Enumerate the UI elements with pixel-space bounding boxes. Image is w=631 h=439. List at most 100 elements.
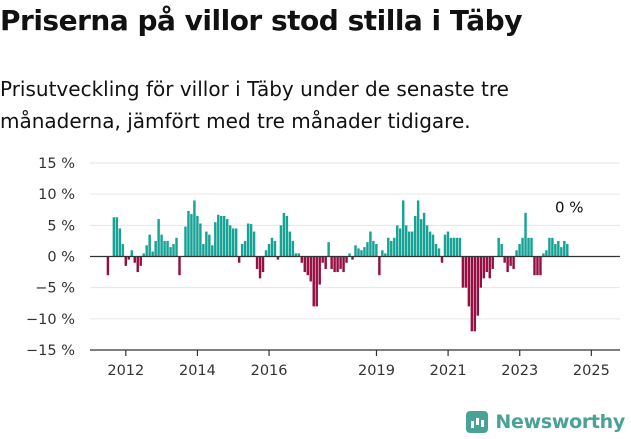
bar (360, 250, 363, 257)
bar (515, 250, 518, 257)
bar (461, 256, 465, 288)
bar (437, 248, 441, 257)
bar (142, 253, 145, 257)
bar (402, 200, 405, 257)
newsworthy-logo: Newsworthy (466, 408, 625, 436)
bar (273, 240, 277, 257)
bar (434, 244, 438, 257)
bar (243, 240, 247, 257)
x-tick-label: 2025 (573, 363, 610, 379)
bar (276, 256, 280, 260)
bar (458, 237, 462, 257)
bar (321, 256, 324, 263)
bar (303, 256, 307, 273)
bar (530, 237, 533, 257)
bar (473, 256, 477, 332)
bar (252, 231, 256, 257)
bar (369, 231, 372, 257)
bar (297, 253, 301, 257)
bar (428, 231, 432, 257)
y-tick-label: 15 % (38, 156, 75, 172)
y-tick-label: 10 % (38, 187, 75, 203)
bar (404, 225, 408, 257)
bar (372, 240, 375, 257)
bar (539, 256, 542, 276)
bar (279, 225, 283, 257)
bar (354, 245, 357, 257)
bar (482, 256, 485, 279)
bar (270, 237, 274, 257)
y-tick-label: 0 % (47, 250, 75, 266)
bar (407, 231, 411, 257)
bar (190, 214, 193, 257)
bar (375, 244, 378, 257)
bar (387, 237, 390, 257)
bar (223, 215, 226, 257)
bar (345, 256, 348, 263)
bar (509, 256, 512, 266)
bar (440, 256, 444, 263)
bar (330, 256, 333, 269)
bar (366, 242, 369, 257)
bar (560, 247, 563, 257)
bar (163, 240, 166, 257)
bar (214, 222, 217, 257)
bar-chart-icon (466, 411, 489, 433)
bar (563, 240, 566, 257)
bar (127, 256, 131, 260)
bar (554, 244, 557, 257)
bar (318, 256, 321, 285)
bar (503, 256, 506, 263)
x-tick-label: 2012 (107, 363, 144, 379)
bar (294, 253, 298, 257)
bar (309, 256, 312, 282)
bar (551, 237, 554, 257)
bar (175, 237, 178, 257)
bar (500, 244, 503, 257)
bar (240, 244, 244, 257)
bar (211, 245, 214, 257)
bar (527, 237, 530, 257)
bar (258, 256, 262, 279)
bar (333, 256, 336, 273)
bar (443, 234, 447, 257)
y-tick-label: 5 % (47, 218, 75, 234)
y-tick-label: −10 % (26, 312, 75, 328)
bar (285, 215, 289, 257)
bar (396, 225, 399, 257)
bar (327, 242, 330, 257)
bar (196, 215, 199, 257)
bar (261, 256, 265, 273)
bar (548, 237, 551, 257)
bar (208, 234, 211, 257)
bar (446, 231, 450, 257)
bar (193, 200, 196, 257)
bar (488, 256, 491, 279)
bar (220, 215, 223, 257)
bar (542, 253, 545, 257)
bar (566, 244, 569, 257)
bar (228, 225, 232, 257)
bar (237, 256, 241, 263)
bar (166, 240, 169, 257)
last-value-label: 0 % (555, 198, 584, 216)
bar (315, 256, 318, 307)
bar (485, 256, 488, 273)
bar (416, 200, 420, 257)
bar (470, 256, 474, 332)
bar (479, 256, 483, 288)
bar (130, 250, 133, 257)
bar (246, 223, 250, 257)
bar (312, 256, 315, 307)
bar (255, 256, 259, 269)
y-tick-label: −15 % (26, 343, 75, 359)
bar (413, 215, 417, 257)
bar (393, 237, 396, 257)
bar (115, 217, 119, 257)
bar (384, 253, 387, 257)
bar (306, 256, 309, 276)
bar (431, 234, 435, 257)
bar (363, 247, 366, 257)
bar (205, 231, 208, 257)
bar (455, 237, 459, 257)
